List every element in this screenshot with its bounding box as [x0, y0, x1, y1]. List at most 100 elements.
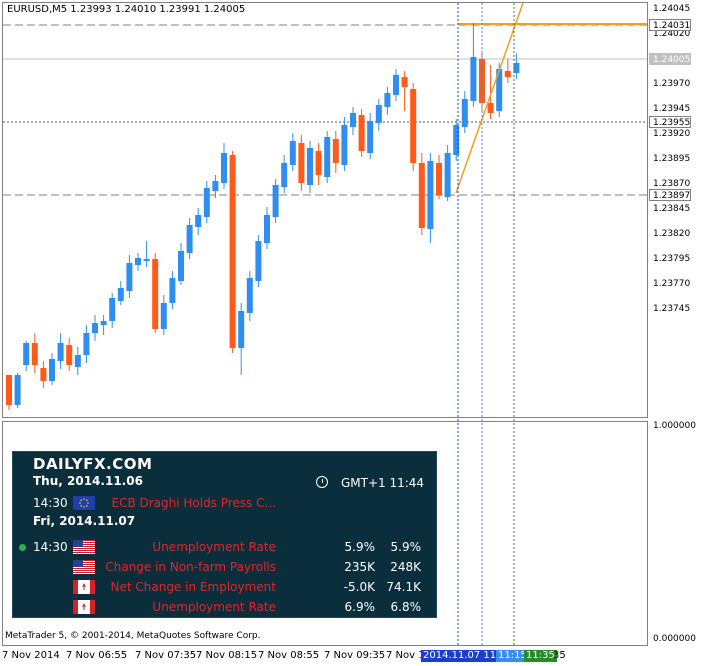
price-axis-label: 1.23870	[653, 179, 691, 189]
candle-body	[418, 163, 425, 228]
candle-body	[427, 161, 434, 229]
event-actual: -5.0K	[343, 580, 375, 594]
event-time: 14:30	[33, 496, 68, 510]
calendar-event-row[interactable]: Change in Non-farm Payrolls 235K 248K	[13, 558, 436, 576]
timezone-label: GMT+1 11:44	[341, 476, 425, 490]
time-tag: 11:35	[524, 650, 557, 662]
time-axis-label: 7 Nov 08:15	[196, 650, 258, 661]
candle-body	[375, 105, 382, 123]
price-tag: 1.24031	[649, 19, 691, 31]
sub-axis-bottom: 0.000000	[653, 634, 696, 644]
time-axis-label: 7 Nov 06:55	[66, 650, 128, 661]
candle-body	[100, 321, 107, 325]
event-forecast: 5.9%	[390, 540, 422, 554]
us-flag-icon	[73, 560, 95, 574]
clock-icon	[316, 476, 328, 488]
main-chart-pane[interactable]: EURUSD,M5 1.23993 1.24010 1.23991 1.2400…	[2, 2, 648, 418]
event-actual: 5.9%	[344, 540, 376, 554]
event-name: ECB Draghi Holds Press C...	[111, 496, 276, 510]
calendar-event-row[interactable]: Unemployment Rate 6.9% 6.8%	[13, 598, 436, 616]
event-actual: 235K	[344, 560, 375, 574]
candle-body	[341, 125, 348, 165]
candle-body	[57, 343, 64, 361]
event-forecast: 74.1K	[386, 580, 421, 594]
candle-body	[221, 153, 227, 183]
candle-body	[470, 57, 477, 101]
candle-body	[31, 343, 38, 365]
event-name: Net Change in Employment	[110, 580, 276, 594]
copyright-text: MetaTrader 5, © 2001-2014, MetaQuotes So…	[5, 631, 261, 641]
time-axis-tail: 35	[553, 650, 566, 661]
time-axis-label: 7 Nov 07:35	[135, 650, 197, 661]
candle-body	[169, 278, 176, 303]
candle-body	[453, 125, 460, 155]
candle-body	[410, 89, 417, 163]
sub-axis-top: 1.000000	[653, 421, 696, 431]
price-axis-label: 1.23970	[653, 79, 691, 89]
symbol-title: EURUSD,M5 1.23993 1.24010 1.23991 1.2400…	[7, 4, 246, 15]
candle-body	[238, 311, 245, 348]
us-flag-icon	[73, 540, 95, 554]
candle-body	[384, 93, 391, 107]
candle-body	[212, 181, 219, 191]
candle-body	[307, 148, 313, 185]
time-tag: 2014.11.07 11:00	[421, 650, 515, 662]
calendar-day-header: Thu, 2014.11.06	[33, 474, 143, 488]
price-axis-label: 1.24020	[653, 29, 691, 39]
candle-body	[461, 99, 468, 127]
event-name: Change in Non-farm Payrolls	[105, 560, 276, 574]
candle-body	[513, 63, 520, 73]
price-axis-label: 1.23820	[653, 229, 691, 239]
candle-body	[160, 303, 167, 329]
price-axis-label: 1.23795	[653, 254, 691, 264]
candle-body	[109, 298, 116, 321]
candle-body	[40, 368, 47, 381]
candle-body	[281, 163, 288, 187]
calendar-event-row[interactable]: 14:30 ECB Draghi Holds Press C...	[13, 494, 436, 512]
candle-body	[272, 185, 279, 217]
economic-calendar-panel: DAILYFX.COM GMT+1 11:44 Thu, 2014.11.06 1…	[12, 451, 437, 618]
time-axis-label: 7 Nov 1	[386, 650, 425, 661]
candle-body	[436, 163, 442, 195]
time-axis-label: 7 Nov 08:55	[258, 650, 320, 661]
candle-body	[117, 288, 124, 301]
ca-flag-icon	[73, 580, 95, 594]
calendar-day-header: Fri, 2014.11.07	[33, 514, 136, 528]
candle-body	[367, 121, 374, 153]
candle-body	[49, 359, 55, 381]
event-forecast: 6.8%	[390, 600, 422, 614]
eu-flag-icon	[73, 496, 95, 510]
event-name: Unemployment Rate	[152, 600, 276, 614]
price-axis-label: 1.23945	[653, 104, 691, 114]
price-axis-label: 1.23745	[653, 304, 691, 314]
trend-line	[455, 3, 524, 194]
candle-body	[479, 59, 485, 103]
ca-flag-icon	[73, 600, 95, 614]
candle-body	[83, 333, 90, 355]
candle-body	[6, 375, 12, 405]
candle-body	[23, 343, 30, 365]
candle-body	[143, 259, 150, 261]
candle-body	[74, 355, 81, 367]
candle-body	[92, 323, 98, 333]
candle-body	[246, 278, 253, 313]
calendar-event-row[interactable]: 14:30 Unemployment Rate 5.9% 5.9%	[13, 538, 436, 556]
candle-body	[401, 77, 408, 87]
candlestick-chart[interactable]	[3, 3, 647, 417]
candle-body	[350, 113, 356, 127]
candle-body	[255, 241, 262, 281]
candle-body	[298, 143, 305, 183]
candle-body	[152, 259, 159, 329]
price-tag: 1.24005	[649, 53, 691, 65]
calendar-event-row[interactable]: Net Change in Employment -5.0K 74.1K	[13, 578, 436, 596]
event-forecast: 248K	[390, 560, 421, 574]
dailyfx-logo: DAILYFX.COM	[33, 455, 153, 473]
candle-body	[14, 375, 21, 405]
candle-body	[324, 137, 331, 177]
candle-body	[358, 115, 365, 151]
candle-body	[178, 251, 184, 281]
time-tag: 11:15	[496, 650, 529, 662]
candle-body	[487, 103, 494, 113]
price-tag: 1.23897	[649, 189, 691, 201]
candle-body	[264, 215, 270, 243]
